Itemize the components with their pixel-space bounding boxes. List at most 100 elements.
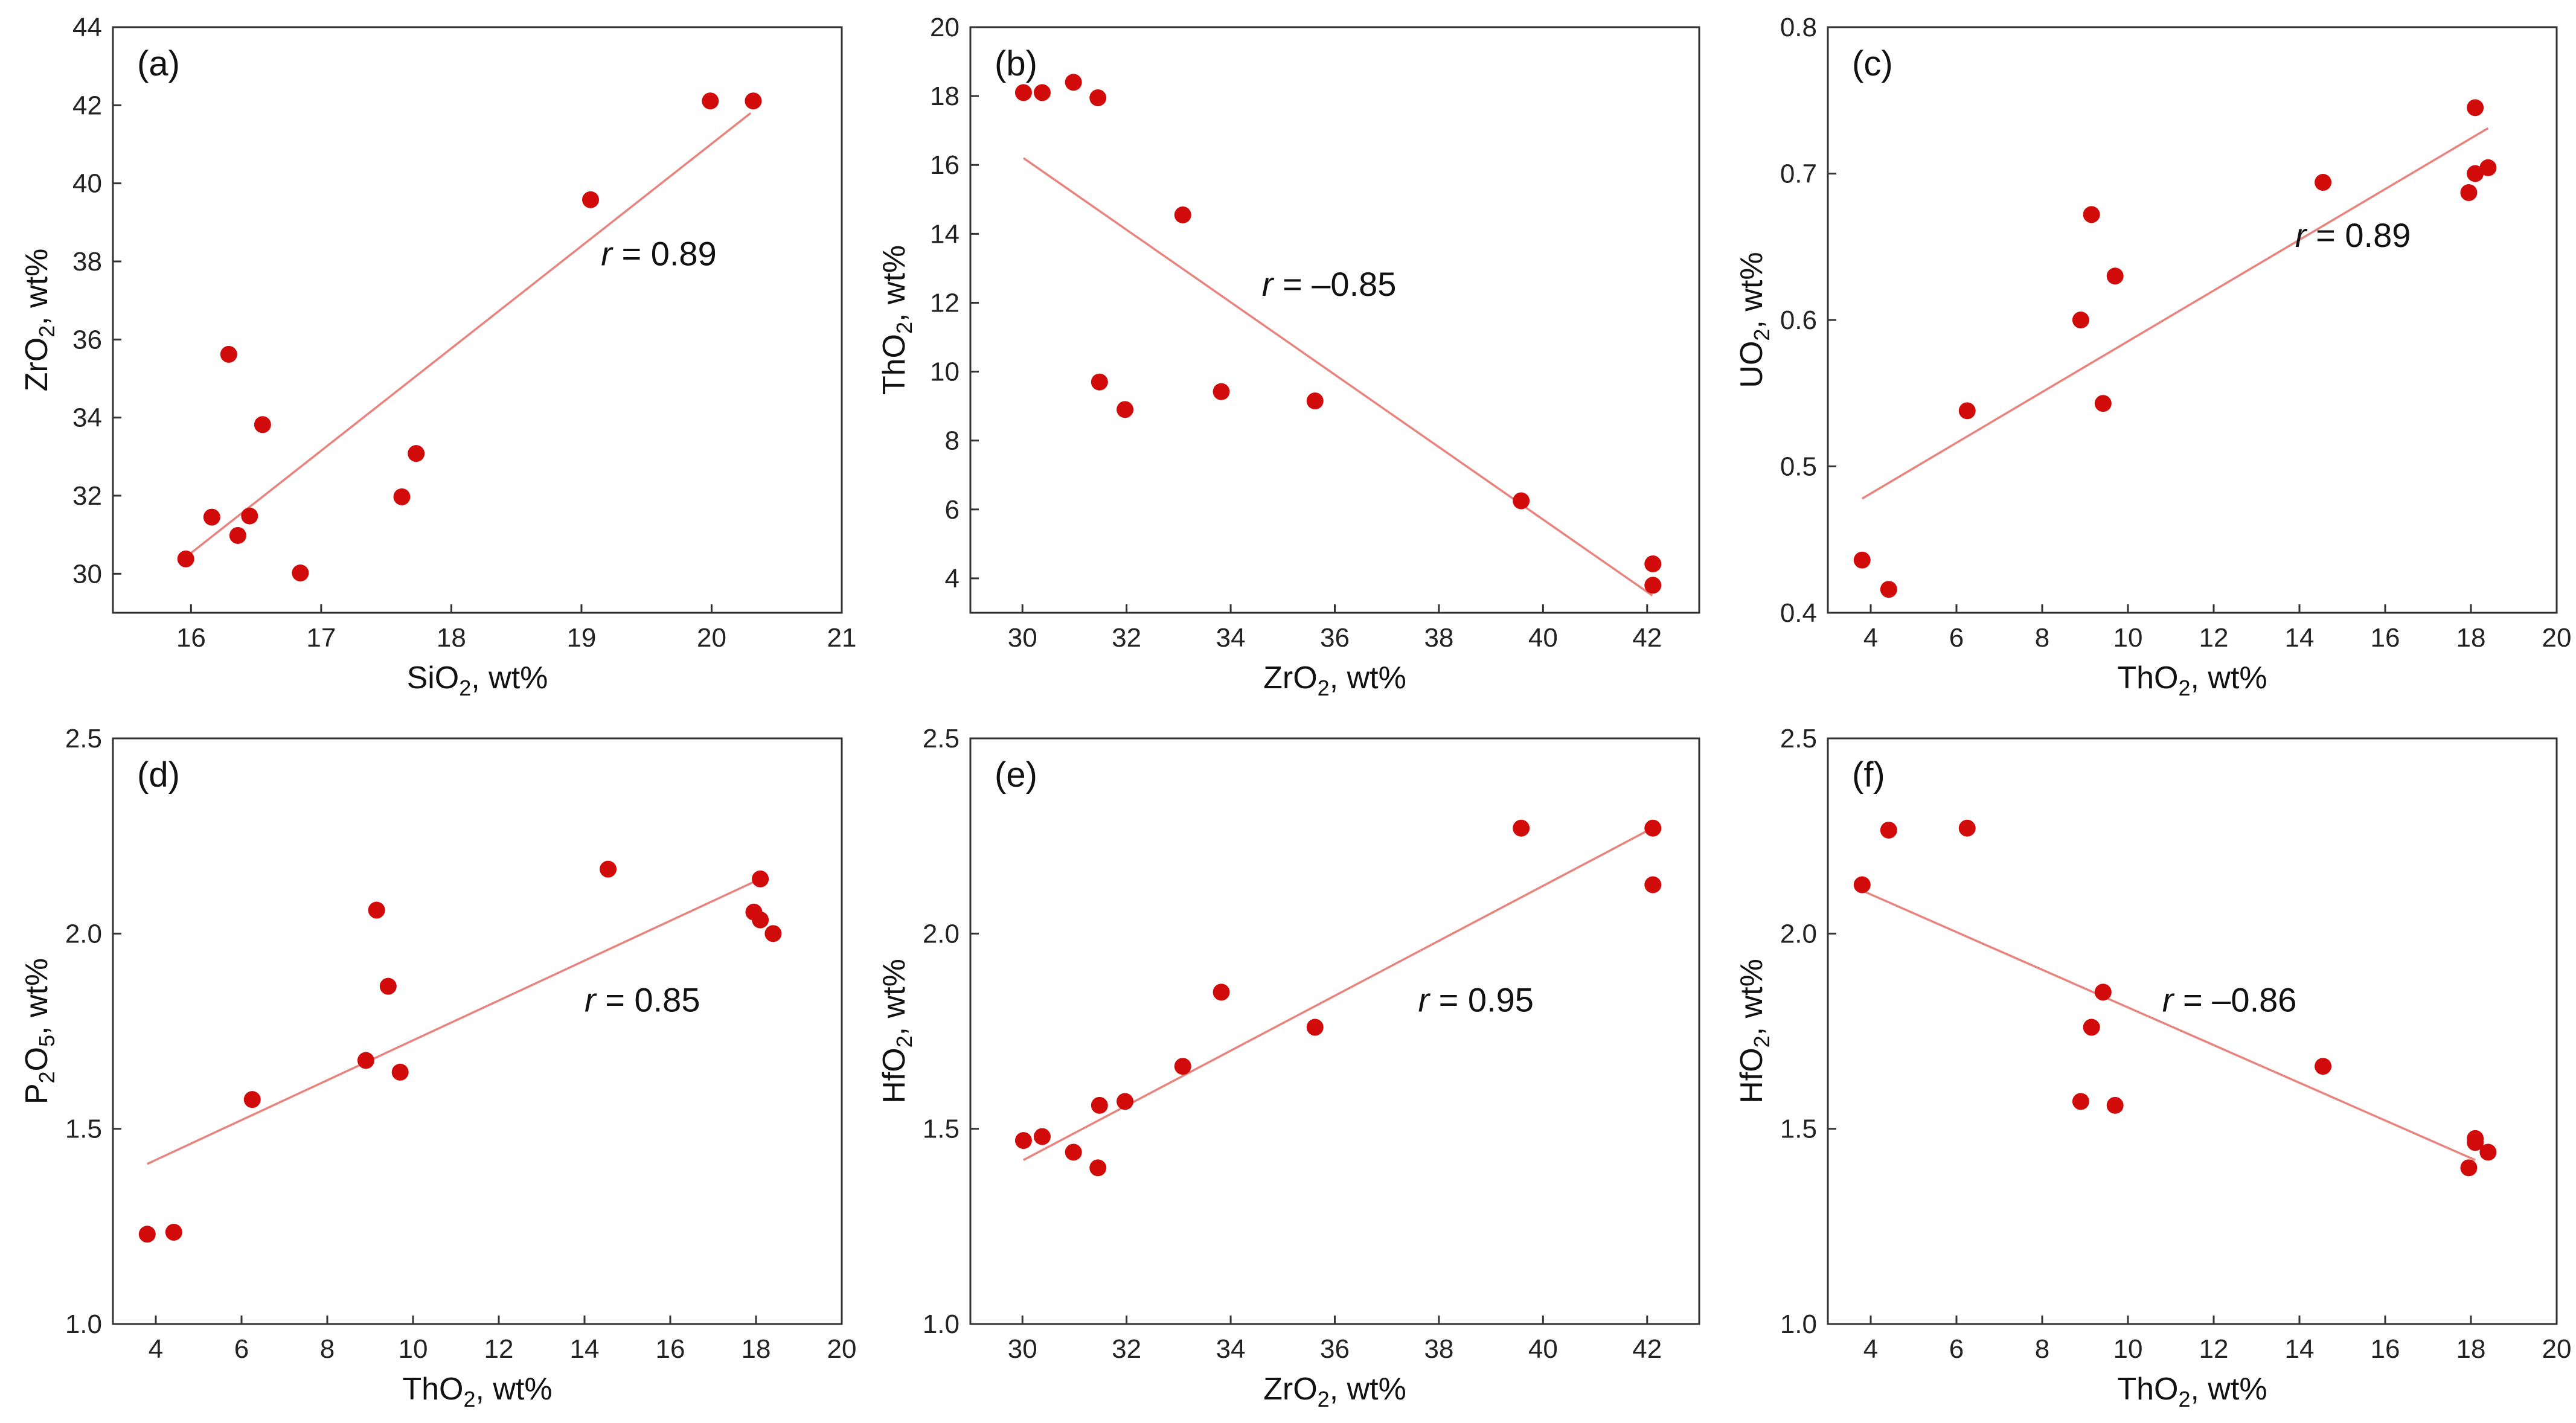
plot-frame <box>112 26 843 614</box>
regression-line <box>184 112 752 559</box>
data-point <box>229 526 246 544</box>
data-point <box>1174 1058 1191 1075</box>
y-tick-label: 40 <box>72 169 102 199</box>
y-tick-label: 0.8 <box>1780 13 1817 42</box>
y-tick-label: 12 <box>930 288 960 318</box>
data-point <box>1089 89 1107 106</box>
chart-panel-a: 16 17 18 19 20 21 30 32 34 36 38 40 42 44 SiO2, wt% ZrO… <box>0 0 857 711</box>
y-tick-label: 0.6 <box>1780 305 1817 335</box>
data-point <box>2460 184 2478 202</box>
data-point <box>203 508 220 526</box>
panel-label: (c) <box>1852 44 1893 83</box>
data-point <box>2072 1093 2089 1110</box>
correlation-label: r = 0.95 <box>1418 981 1533 1019</box>
data-point <box>241 507 258 525</box>
data-point <box>1306 1018 1324 1036</box>
x-tick-label: 12 <box>484 1334 514 1364</box>
x-tick-label: 34 <box>1216 1334 1246 1364</box>
data-point <box>2467 165 2484 182</box>
y-tick-label: 32 <box>72 481 102 511</box>
data-point <box>254 416 271 433</box>
x-tick-label: 38 <box>1424 623 1453 653</box>
x-tick-label: 21 <box>827 623 857 653</box>
y-axis-title: ZrO2, wt% <box>19 249 59 392</box>
data-point <box>1958 402 1976 420</box>
data-point <box>1644 876 1662 894</box>
data-point <box>357 1052 374 1069</box>
chart-svg-f: 4 6 8 10 12 14 16 18 20 1.0 1.5 2.0 2.5 ThO2, wt% HfO2… <box>1734 724 2572 1412</box>
data-point <box>1958 819 1976 837</box>
data-point <box>2072 312 2089 328</box>
x-tick-label: 32 <box>1112 623 1141 653</box>
x-tick-label: 20 <box>697 623 726 653</box>
data-point <box>1306 392 1324 410</box>
chart-panel-d: 4 6 8 10 12 14 16 18 20 1.0 1.5 2.0 2.5 ThO2, wt% P2O5… <box>0 711 857 1422</box>
y-tick-label: 0.7 <box>1780 159 1817 189</box>
x-tick-label: 10 <box>2113 1334 2143 1364</box>
x-tick-label: 14 <box>2285 623 2315 653</box>
data-point <box>752 911 769 929</box>
x-tick-label: 36 <box>1320 1334 1350 1364</box>
plot-frame <box>969 26 1700 614</box>
x-tick-label: 20 <box>2542 1334 2572 1364</box>
y-tick-label: 16 <box>930 150 960 180</box>
data-point <box>393 488 411 505</box>
x-axis-title: ThO2, wt% <box>2117 1372 2267 1412</box>
data-point <box>408 445 425 462</box>
y-tick-label: 0.5 <box>1780 452 1817 482</box>
data-point <box>2106 267 2124 285</box>
x-tick-label: 19 <box>566 623 596 653</box>
correlation-label: r = –0.86 <box>2162 981 2297 1019</box>
y-tick-label: 44 <box>72 13 102 42</box>
chart-svg-a: 16 17 18 19 20 21 30 32 34 36 38 40 42 44 SiO2, wt% ZrO… <box>19 13 857 700</box>
x-tick-label: 16 <box>2371 1334 2400 1364</box>
data-point <box>1174 206 1191 223</box>
regression-line <box>1862 889 2476 1162</box>
x-tick-label: 20 <box>827 1334 857 1364</box>
panel-label: (d) <box>137 755 180 795</box>
x-tick-label: 4 <box>149 1334 163 1364</box>
y-tick-label: 1.0 <box>65 1309 102 1339</box>
y-tick-label: 34 <box>72 403 102 433</box>
x-tick-label: 40 <box>1528 1334 1558 1364</box>
correlation-label: r = 0.89 <box>2295 216 2411 254</box>
y-tick-label: 1.5 <box>1780 1114 1817 1144</box>
y-tick-label: 6 <box>945 495 960 525</box>
x-tick-label: 30 <box>1008 623 1037 653</box>
y-axis-title: UO2, wt% <box>1734 252 1774 388</box>
x-tick-label: 34 <box>1216 623 1246 653</box>
chart-panel-e: 30 32 34 36 38 40 42 1.0 1.5 2.0 2.5 ZrO2, wt% HfO2,… <box>857 711 1715 1422</box>
data-point <box>2083 206 2100 223</box>
chart-svg-b: 30 32 34 36 38 40 42 4 6 8 10 12 14 16 18 20 ZrO2, wt% Th… <box>877 13 1700 700</box>
data-point <box>745 92 762 110</box>
x-tick-label: 4 <box>1863 623 1878 653</box>
data-point <box>1213 983 1230 1001</box>
regression-line <box>1023 827 1653 1161</box>
x-tick-label: 38 <box>1424 1334 1453 1364</box>
data-point <box>1853 551 1871 569</box>
data-point <box>1644 577 1662 594</box>
y-tick-label: 1.5 <box>923 1114 960 1144</box>
x-tick-label: 12 <box>2199 1334 2229 1364</box>
y-tick-label: 38 <box>72 247 102 277</box>
regression-line <box>1022 157 1653 596</box>
chart-svg-c: 4 6 8 10 12 14 16 18 20 0.4 0.5 0.6 0.7 0.8 ThO2, wt% U… <box>1734 13 2571 700</box>
correlation-label: r = 0.85 <box>585 981 700 1019</box>
x-tick-label: 16 <box>2371 623 2400 653</box>
data-point <box>1033 84 1051 101</box>
panel-label: (e) <box>995 755 1037 795</box>
x-tick-label: 8 <box>320 1334 335 1364</box>
data-point <box>1117 1093 1134 1110</box>
x-tick-label: 6 <box>1949 1334 1964 1364</box>
correlation-label: r = 0.89 <box>601 234 716 272</box>
x-tick-label: 18 <box>2456 623 2486 653</box>
regression-line <box>1861 127 2489 500</box>
data-point <box>582 191 600 208</box>
x-tick-label: 36 <box>1320 623 1350 653</box>
y-tick-label: 2.0 <box>65 919 102 948</box>
data-point <box>2479 1143 2497 1161</box>
y-tick-label: 18 <box>930 82 960 111</box>
data-point <box>243 1091 261 1108</box>
data-point <box>1065 1143 1082 1161</box>
data-point <box>1853 876 1871 894</box>
